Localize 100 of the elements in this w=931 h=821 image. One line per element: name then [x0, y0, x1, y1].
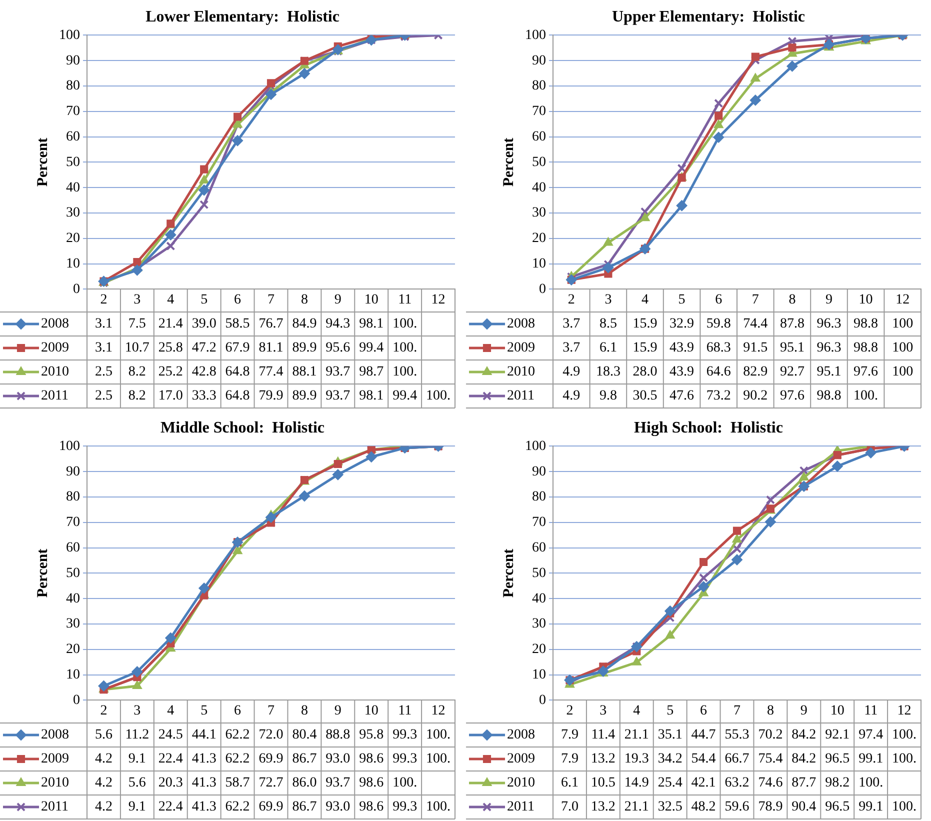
x-tick-label: 3	[600, 703, 607, 718]
y-tick-label: 10	[532, 256, 546, 272]
legend-label: 2008	[41, 728, 69, 743]
data-label: 69.9	[258, 752, 284, 767]
data-label: 9.1	[128, 752, 146, 767]
data-label: 96.5	[825, 752, 850, 767]
x-tick-label: 6	[715, 292, 722, 308]
y-tick-label: 20	[66, 231, 80, 246]
x-tick-label: 5	[200, 292, 208, 308]
data-label: 64.6	[706, 364, 731, 380]
data-label: 100.	[426, 728, 451, 743]
data-label: 43.9	[670, 364, 694, 380]
data-label: 74.6	[758, 776, 783, 791]
data-label: 33.3	[192, 388, 216, 404]
data-label: 73.2	[706, 388, 731, 404]
legend-label: 2010	[507, 776, 535, 791]
data-label: 98.6	[359, 800, 384, 815]
data-label: 99.1	[858, 800, 884, 815]
data-label: 9.8	[599, 388, 617, 404]
x-tick-label: 8	[788, 292, 796, 308]
y-tick-label: 60	[532, 129, 546, 144]
x-tick-label: 7	[752, 292, 759, 308]
y-tick-label: 80	[66, 490, 80, 505]
y-tick-label: 40	[532, 180, 546, 196]
data-label: 100	[892, 364, 914, 380]
y-tick-label: 0	[73, 282, 80, 297]
x-tick-label: 2	[100, 292, 108, 308]
data-label: 20.3	[158, 776, 183, 791]
data-label: 100.	[426, 388, 451, 404]
data-label: 98.8	[854, 316, 878, 332]
data-label: 100	[892, 316, 914, 332]
data-label: 99.3	[392, 800, 418, 815]
data-label: 96.3	[816, 316, 842, 332]
y-tick-label: 70	[532, 104, 546, 120]
data-label: 86.7	[292, 800, 317, 815]
x-tick-label: 10	[364, 703, 378, 718]
data-label: 100.	[392, 316, 418, 332]
data-label: 13.2	[590, 800, 616, 815]
chart-title: High School: Holistic	[634, 420, 783, 437]
y-tick-label: 10	[532, 667, 546, 682]
x-tick-label: 9	[334, 703, 342, 718]
data-label: 44.7	[691, 728, 716, 743]
data-label: 97.6	[854, 364, 878, 380]
y-tick-label: 40	[66, 180, 80, 196]
data-label: 64.8	[225, 388, 250, 404]
data-label: 25.2	[158, 364, 183, 380]
x-tick-label: 6	[234, 292, 242, 308]
data-label: 24.5	[158, 728, 183, 743]
data-label: 3.1	[94, 316, 112, 332]
data-label: 93.0	[326, 800, 350, 815]
data-label: 59.8	[706, 316, 731, 332]
data-label: 55.3	[724, 728, 750, 743]
data-label: 92.7	[780, 364, 804, 380]
x-tick-label: 4	[633, 703, 640, 718]
legend-label: 2008	[507, 316, 535, 332]
data-label: 32.5	[658, 800, 682, 815]
legend-label: 2009	[507, 752, 535, 767]
data-label: 7.5	[128, 316, 146, 332]
y-tick-label: 40	[532, 591, 546, 606]
data-label: 75.4	[758, 752, 783, 767]
data-label: 42.1	[691, 776, 716, 791]
data-label: 32.9	[670, 316, 694, 332]
data-label: 72.0	[258, 728, 284, 743]
x-tick-label: 12	[897, 703, 912, 718]
chart-title: Upper Elementary: Holistic	[612, 8, 806, 26]
data-label: 98.1	[359, 388, 384, 404]
data-label: 93.0	[326, 752, 350, 767]
data-label: 98.8	[816, 388, 842, 404]
data-label: 84.2	[792, 752, 816, 767]
y-tick-label: 80	[66, 78, 80, 94]
y-tick-label: 20	[532, 642, 546, 658]
data-label: 34.2	[658, 752, 682, 767]
legend-label: 2011	[41, 388, 68, 404]
y-tick-label: 10	[66, 256, 80, 272]
data-label: 41.3	[192, 800, 216, 815]
x-tick-label: 2	[568, 292, 575, 308]
x-tick-label: 11	[398, 292, 412, 308]
x-tick-label: 3	[604, 292, 612, 308]
chart-title: Lower Elementary: Holistic	[146, 8, 340, 26]
data-label: 43.9	[670, 340, 694, 356]
x-tick-label: 9	[334, 292, 342, 308]
data-label: 90.4	[792, 800, 816, 815]
data-label: 89.9	[292, 388, 317, 404]
data-label: 67.9	[225, 340, 250, 356]
y-tick-label: 50	[532, 566, 546, 581]
data-label: 42.8	[192, 364, 216, 380]
data-label: 4.2	[94, 776, 112, 791]
data-label: 4.9	[562, 388, 580, 404]
x-tick-label: 6	[700, 703, 708, 718]
data-label: 47.2	[192, 340, 216, 356]
data-label: 98.7	[359, 364, 384, 380]
y-tick-label: 80	[532, 78, 546, 94]
data-label: 99.1	[858, 752, 884, 767]
data-label: 59.6	[724, 800, 750, 815]
legend-label: 2011	[41, 800, 68, 815]
data-label: 28.0	[632, 364, 658, 380]
data-label: 90.2	[743, 388, 768, 404]
data-label: 63.2	[724, 776, 750, 791]
data-label: 98.1	[359, 316, 384, 332]
y-tick-label: 70	[66, 104, 80, 120]
